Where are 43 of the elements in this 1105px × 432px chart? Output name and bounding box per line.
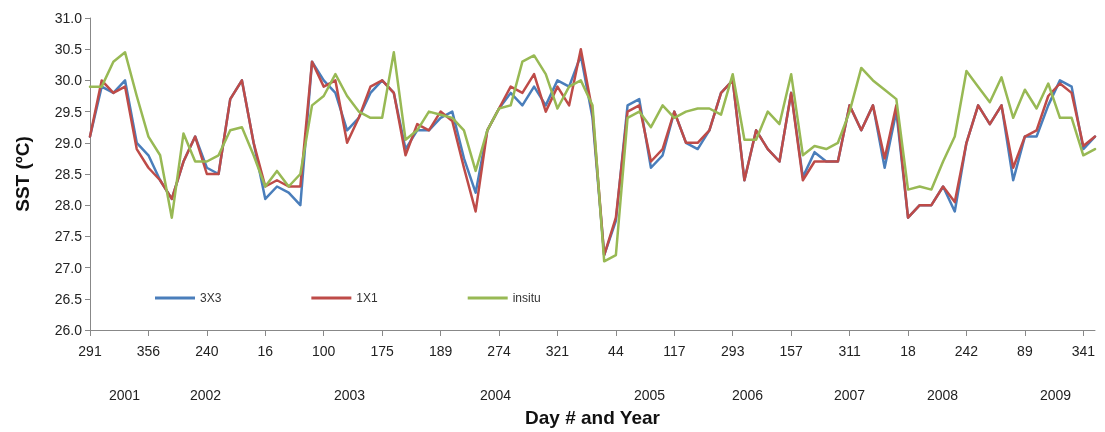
legend-label: 1X1 (356, 291, 379, 305)
x-tick-label: 157 (779, 343, 804, 359)
x-tick-label: 356 (136, 343, 161, 359)
x-tick-label: 321 (545, 343, 570, 359)
legend-label: insitu (512, 291, 541, 305)
x-tick-label: 89 (1017, 343, 1033, 359)
x-tick-label: 16 (257, 343, 274, 359)
text: 2006 (732, 387, 764, 403)
x-tick-label: 240 (195, 343, 219, 359)
x-tick-label: 341 (1071, 343, 1096, 359)
x-tick-label: 311 (838, 343, 861, 359)
x-tick-label: 274 (487, 343, 511, 359)
x-tick-label: 100 (312, 343, 336, 359)
text: 2004 (480, 387, 512, 403)
text: 2005 (634, 387, 666, 403)
text: 2002 (190, 387, 222, 403)
x-axis-title: Day # and Year (525, 407, 661, 428)
x-tick-label: 189 (428, 343, 453, 359)
y-tick-label: 30.5 (54, 41, 83, 58)
x-tick-label: 291 (78, 343, 102, 359)
y-axis-title: SST (ºC) (12, 136, 33, 212)
y-tick-label: 30.0 (54, 72, 83, 89)
x-tick-label: 293 (721, 343, 745, 359)
y-tick-label: 27.0 (54, 259, 83, 276)
text: 2003 (334, 387, 366, 403)
x-tick-label: 117 (663, 343, 686, 359)
y-tick-label: 28.0 (54, 197, 83, 214)
text: 2001 (109, 387, 141, 403)
legend-label: 3X3 (200, 291, 222, 305)
text: 2008 (927, 387, 959, 403)
y-tick-label: 26.5 (54, 290, 83, 307)
y-tick-label: 29.0 (54, 134, 83, 151)
y-tick-label: 26.0 (54, 322, 83, 338)
x-tick-label: 175 (370, 343, 395, 359)
text: 2009 (1040, 387, 1072, 403)
y-tick-label: 31.0 (54, 10, 83, 26)
text: 2007 (834, 387, 866, 403)
y-tick-label: 29.5 (54, 103, 83, 120)
y-tick-label: 28.5 (54, 166, 83, 182)
x-tick-label: 18 (900, 343, 917, 359)
x-tick-label: 44 (608, 343, 624, 359)
y-tick-label: 27.5 (54, 228, 83, 245)
x-tick-label: 242 (954, 343, 979, 359)
